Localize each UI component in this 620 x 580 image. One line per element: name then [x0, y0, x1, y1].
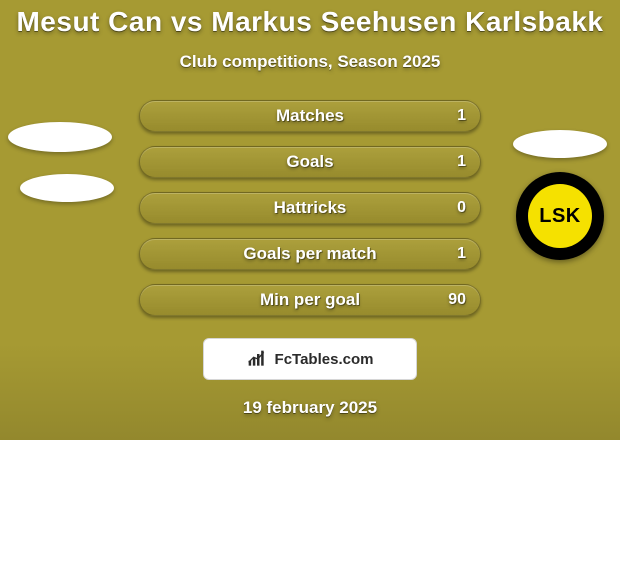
- stat-value: 1: [457, 245, 466, 263]
- stat-label: Goals per match: [243, 244, 376, 264]
- stat-value: 1: [457, 153, 466, 171]
- placeholder-ellipse: [20, 174, 114, 202]
- comparison-card: Mesut Can vs Markus Seehusen Karlsbakk C…: [0, 0, 620, 440]
- stat-label: Hattricks: [274, 198, 347, 218]
- stat-label: Min per goal: [260, 290, 360, 310]
- stat-row: Goals 1: [139, 146, 481, 178]
- card-content: Mesut Can vs Markus Seehusen Karlsbakk C…: [0, 0, 620, 440]
- placeholder-ellipse: [8, 122, 112, 152]
- stat-row: Hattricks 0: [139, 192, 481, 224]
- stat-row: Min per goal 90: [139, 284, 481, 316]
- stat-value: 1: [457, 107, 466, 125]
- date-text: 19 february 2025: [0, 398, 620, 418]
- stat-row: Matches 1: [139, 100, 481, 132]
- brand-pill[interactable]: FcTables.com: [203, 338, 417, 380]
- stat-row: Goals per match 1: [139, 238, 481, 270]
- right-club-group: LSK: [518, 130, 602, 260]
- stat-value: 0: [457, 199, 466, 217]
- page-title: Mesut Can vs Markus Seehusen Karlsbakk: [0, 0, 620, 38]
- stat-label: Matches: [276, 106, 344, 126]
- club-badge: LSK: [516, 172, 604, 260]
- club-badge-inner: LSK: [528, 184, 592, 248]
- left-placeholder-group: [8, 122, 114, 202]
- brand-name: FcTables.com: [275, 351, 374, 368]
- stat-value: 90: [448, 291, 466, 309]
- chart-icon: [247, 350, 267, 368]
- placeholder-ellipse: [513, 130, 607, 158]
- subtitle: Club competitions, Season 2025: [0, 52, 620, 72]
- stat-label: Goals: [286, 152, 333, 172]
